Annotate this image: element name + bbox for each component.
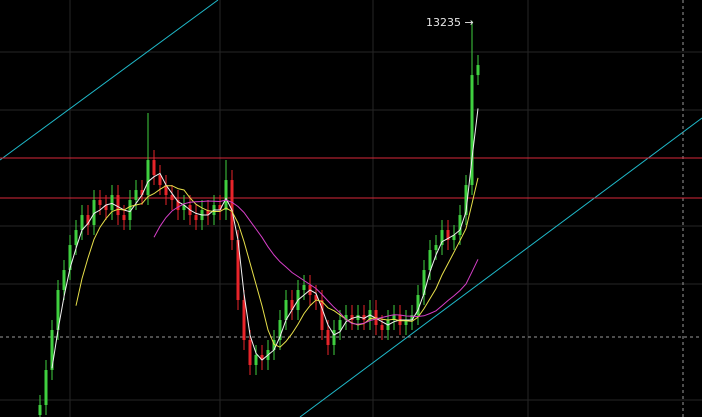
candle-body <box>254 355 258 366</box>
candle-body <box>182 205 186 211</box>
candle-body <box>158 175 162 186</box>
candle-body <box>458 215 462 236</box>
levels <box>0 157 702 338</box>
candle-body <box>134 190 138 201</box>
candle-body <box>38 405 42 416</box>
candle-body <box>164 185 168 196</box>
candle-body <box>344 315 348 321</box>
candle-body <box>68 245 72 271</box>
candle-body <box>476 65 480 76</box>
candle-body <box>416 295 420 316</box>
candle-body <box>332 330 336 346</box>
candle-body <box>446 230 450 241</box>
candle-body <box>146 160 150 196</box>
candle-body <box>440 230 444 246</box>
candle-body <box>422 270 426 296</box>
moving-averages <box>51 108 479 369</box>
candle-body <box>260 355 264 361</box>
candle-body <box>392 315 396 321</box>
candle-body <box>356 315 360 321</box>
candle-body <box>80 215 84 231</box>
candle-body <box>410 315 414 321</box>
trend-line <box>299 117 702 417</box>
candle-body <box>110 195 114 211</box>
candle-body <box>248 340 252 366</box>
candle-body <box>278 320 282 341</box>
candle-body <box>128 200 132 221</box>
candle-body <box>56 290 60 331</box>
candle-body <box>404 320 408 326</box>
moving-average-line <box>153 199 479 325</box>
candle-body <box>290 300 294 311</box>
candle-body <box>434 245 438 251</box>
candle-body <box>104 205 108 211</box>
candle-body <box>224 180 228 211</box>
candle-body <box>338 320 342 331</box>
candle-body <box>86 215 90 226</box>
candle-body <box>350 315 354 321</box>
candle-body <box>176 200 180 211</box>
candle-body <box>362 315 366 321</box>
candle-body <box>74 230 78 246</box>
candle-body <box>242 300 246 341</box>
candle-body <box>140 190 144 196</box>
candle-body <box>272 340 276 351</box>
candle-body <box>236 240 240 301</box>
annotation: 13235 → <box>426 16 474 29</box>
candle-body <box>152 160 156 176</box>
candle-body <box>470 75 474 186</box>
candle-body <box>452 235 456 241</box>
candle-body <box>116 195 120 216</box>
candle-body <box>326 330 330 346</box>
candle-body <box>92 200 96 226</box>
candle-body <box>380 325 384 331</box>
candle-body <box>428 250 432 271</box>
moving-average-line <box>51 108 479 369</box>
candle-body <box>170 195 174 201</box>
moving-average-line <box>75 177 479 348</box>
candle-body <box>62 270 66 291</box>
candle-body <box>284 300 288 321</box>
candle-body <box>464 185 468 216</box>
trend-line <box>0 0 219 161</box>
candle-body <box>194 215 198 221</box>
candle-body <box>50 330 54 371</box>
candle-body <box>44 370 48 406</box>
candle-body <box>302 285 306 291</box>
candle-body <box>98 200 102 206</box>
candle-body <box>320 300 324 331</box>
candle-body <box>314 295 318 301</box>
candle-body <box>218 205 222 211</box>
candles <box>38 20 480 417</box>
candle-body <box>122 215 126 221</box>
candle-body <box>206 210 210 216</box>
